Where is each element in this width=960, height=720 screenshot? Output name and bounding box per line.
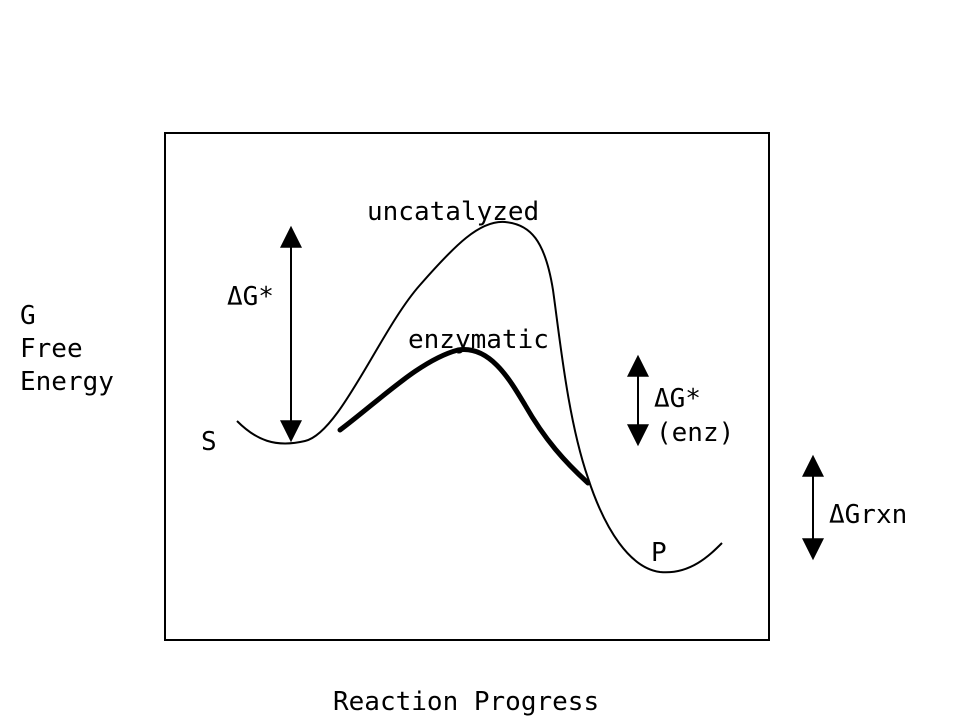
enzymatic-label: enzymatic: [408, 325, 549, 355]
reaction-energy-label: ΔGrxn: [829, 500, 907, 530]
y-axis-label-line2: Free: [20, 334, 83, 364]
enzymatic-curve: [337, 347, 591, 486]
product-label: P: [651, 538, 667, 568]
activation-energy-label: ΔG*: [227, 282, 274, 312]
y-axis-label-line3: Energy: [20, 367, 114, 397]
substrate-label: S: [201, 427, 217, 457]
enzymatic-activation-label-line2: (enz): [656, 418, 734, 448]
y-axis-label-line1: G: [20, 301, 36, 331]
enzymatic-activation-label-line1: ΔG*: [654, 384, 701, 414]
x-axis-label: Reaction Progress: [333, 687, 599, 717]
uncatalyzed-curve: [236, 220, 723, 574]
uncatalyzed-label: uncatalyzed: [367, 197, 539, 227]
plot-frame: [164, 132, 770, 641]
